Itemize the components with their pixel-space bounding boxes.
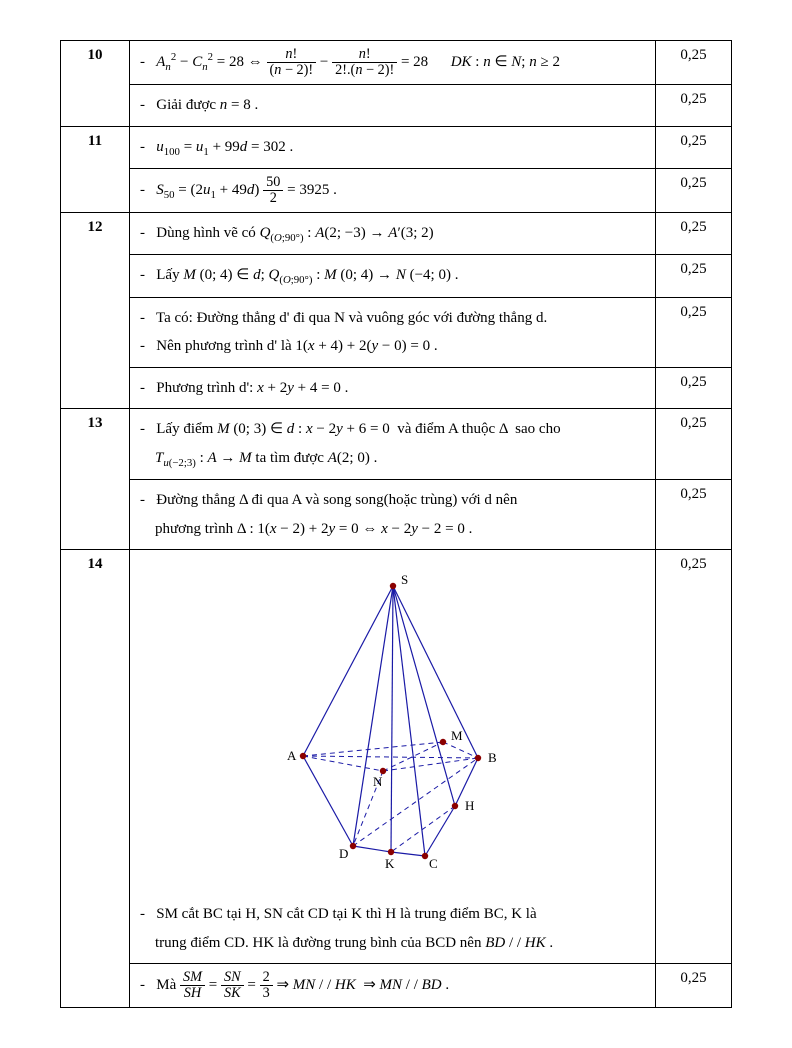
svg-text:N: N xyxy=(373,774,383,789)
score-cell: 0,25 xyxy=(656,41,732,85)
solution-step: - Giải được n = 8 . xyxy=(130,85,656,127)
score-cell: 0,25 xyxy=(656,297,732,367)
svg-text:C: C xyxy=(429,856,438,871)
solutions-table: 10- An2 − Cn2 = 28 ⇔ n!(n − 2)! − n!2!.(… xyxy=(60,40,732,1008)
question-number: 11 xyxy=(61,126,130,212)
svg-text:D: D xyxy=(339,846,348,861)
svg-text:K: K xyxy=(385,856,395,871)
solution-step: - Lấy điểm M (0; 3) ∈ d : x − 2y + 6 = 0… xyxy=(130,409,656,480)
score-cell: 0,25 xyxy=(656,367,732,409)
svg-text:S: S xyxy=(401,572,408,587)
question-number: 10 xyxy=(61,41,130,127)
score-cell: 0,25 xyxy=(656,85,732,127)
svg-text:H: H xyxy=(465,798,474,813)
solution-step: - Ta có: Đường thẳng d' đi qua N và vuôn… xyxy=(130,297,656,367)
score-cell: 0,25 xyxy=(656,126,732,169)
score-cell: 0,25 xyxy=(656,255,732,298)
solution-step: - S50 = (2u1 + 49d) 502 = 3925 . xyxy=(130,169,656,213)
svg-text:A: A xyxy=(287,748,297,763)
score-cell: 0,25 xyxy=(656,480,732,550)
score-cell: 0,25 xyxy=(656,964,732,1008)
solution-step: - An2 − Cn2 = 28 ⇔ n!(n − 2)! − n!2!.(n … xyxy=(130,41,656,85)
score-cell: 0,25 xyxy=(656,212,732,255)
svg-text:M: M xyxy=(451,728,463,743)
solution-step: - Lấy M (0; 4) ∈ d; Q(O;90°) : M (0; 4) … xyxy=(130,255,656,298)
solution-step: - Phương trình d': x + 2y + 4 = 0 . xyxy=(130,367,656,409)
solution-step: - u100 = u1 + 99d = 302 . xyxy=(130,126,656,169)
question-number: 14 xyxy=(61,550,130,1008)
svg-text:B: B xyxy=(488,750,497,765)
score-cell: 0,25 xyxy=(656,409,732,480)
question-number: 13 xyxy=(61,409,130,550)
question-number: 12 xyxy=(61,212,130,409)
score-cell: 0,25 xyxy=(656,550,732,964)
solution-step: - Đường thẳng Δ đi qua A và song song(ho… xyxy=(130,480,656,550)
solution-step: SABDCMNHK- SM cắt BC tại H, SN cắt CD tạ… xyxy=(130,550,656,964)
solution-step: - Dùng hình vẽ có Q(O;90°) : A(2; −3) → … xyxy=(130,212,656,255)
score-cell: 0,25 xyxy=(656,169,732,213)
solution-step: - Mà SMSH = SNSK = 23 ⇒ MN / / HK ⇒ MN /… xyxy=(130,964,656,1008)
